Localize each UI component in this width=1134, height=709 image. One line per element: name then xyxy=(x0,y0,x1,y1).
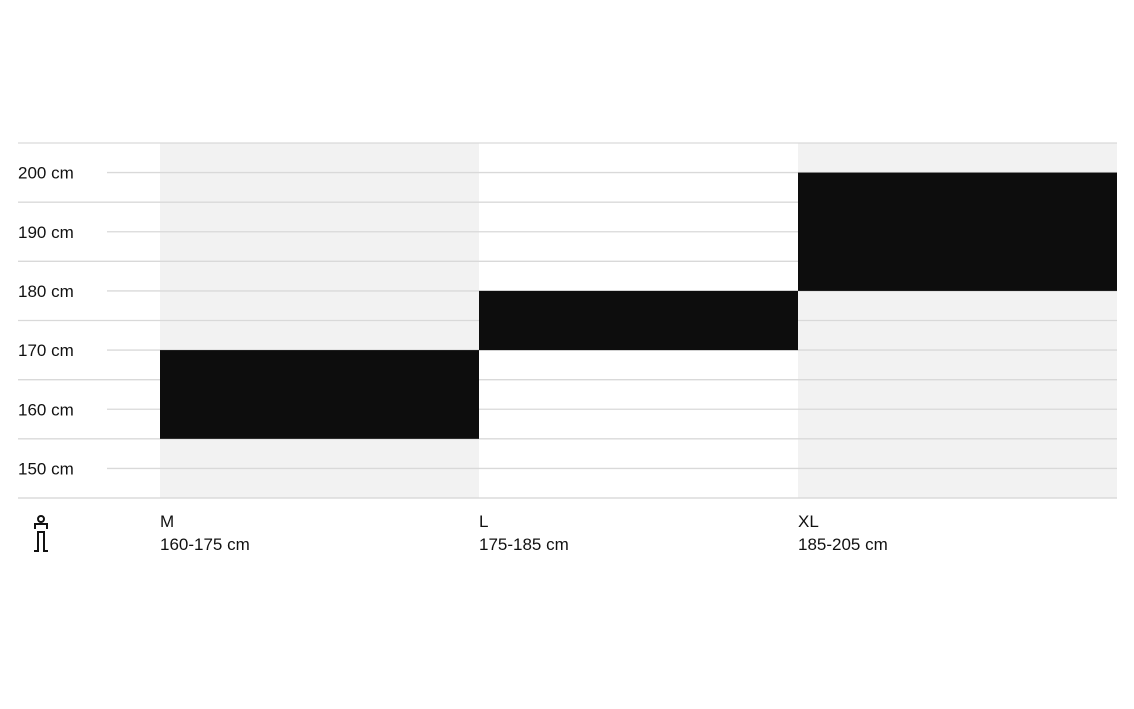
y-tick-label: 180 cm xyxy=(18,282,74,301)
bar-m xyxy=(160,350,479,439)
person-height-icon xyxy=(34,515,48,552)
y-tick-label: 170 cm xyxy=(18,341,74,360)
bar-xl xyxy=(798,172,1117,291)
y-tick-label: 160 cm xyxy=(18,400,74,419)
size-label: XL xyxy=(798,512,819,531)
y-tick-label: 200 cm xyxy=(18,164,74,183)
size-range-label: 175-185 cm xyxy=(479,535,569,554)
size-range-label: 160-175 cm xyxy=(160,535,250,554)
y-tick-label: 190 cm xyxy=(18,223,74,242)
y-tick-label: 150 cm xyxy=(18,459,74,478)
size-range-label: 185-205 cm xyxy=(798,535,888,554)
size-label: M xyxy=(160,512,174,531)
bar-l xyxy=(479,290,798,351)
size-label: L xyxy=(479,512,488,531)
